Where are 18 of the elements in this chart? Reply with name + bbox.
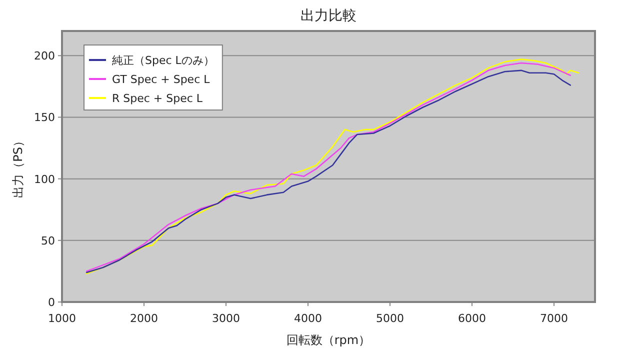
x-tick-label: 6000 <box>458 312 486 325</box>
legend-label: GT Spec + Spec L <box>112 73 211 86</box>
y-axis-title: 出力（PS） <box>11 135 25 198</box>
y-tick-label: 200 <box>34 50 55 63</box>
y-tick-label: 0 <box>48 296 55 309</box>
x-tick-label: 7000 <box>540 312 568 325</box>
x-tick-label: 4000 <box>294 312 322 325</box>
x-tick-label: 2000 <box>130 312 158 325</box>
legend-label: R Spec + Spec L <box>112 92 204 105</box>
x-tick-label: 1000 <box>48 312 76 325</box>
y-tick-label: 50 <box>41 234 55 248</box>
x-axis-title: 回転数（rpm） <box>286 333 371 347</box>
chart-title: 出力比較 <box>300 8 356 24</box>
y-tick-label: 150 <box>34 111 55 124</box>
y-tick-label: 100 <box>34 172 55 186</box>
x-tick-label: 5000 <box>376 312 404 325</box>
legend-label: 純正（Spec Lのみ） <box>112 54 214 67</box>
x-tick-label: 3000 <box>212 312 240 325</box>
